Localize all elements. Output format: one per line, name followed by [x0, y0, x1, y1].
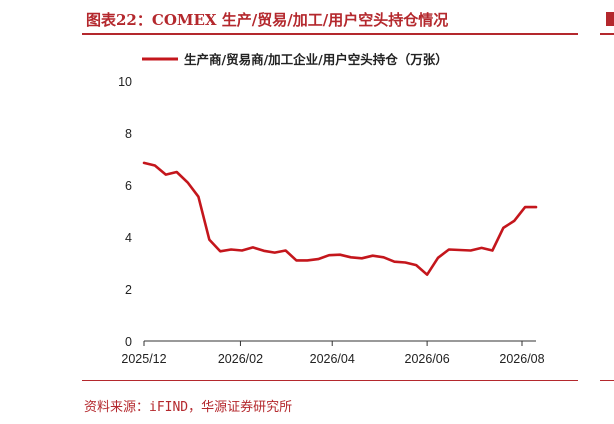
- y-tick-label: 4: [125, 231, 132, 245]
- figure-title-bar: 图表22：COMEX 生产/贸易/加工/用户空头持仓情况: [82, 6, 578, 35]
- source-note: 资料来源：iFIND，华源证券研究所: [84, 400, 293, 415]
- x-tick-label: 2026/04: [310, 352, 355, 366]
- adjacent-figure-edge: [600, 6, 614, 35]
- figure-title: 图表22：COMEX 生产/贸易/加工/用户空头持仓情况: [86, 11, 449, 29]
- chart-legend: 生产商/贸易商/加工企业/用户空头持仓（万张）: [142, 52, 448, 67]
- x-tick-label: 2025/12: [121, 352, 166, 366]
- adjacent-figure-title-marker: [606, 12, 614, 26]
- y-tick-label: 2: [125, 283, 132, 297]
- series-line: [142, 161, 538, 276]
- x-tick-label: 2026/06: [405, 352, 450, 366]
- x-tick-label: 2026/08: [499, 352, 544, 366]
- x-tick-label: 2026/02: [218, 352, 263, 366]
- y-tick-label: 6: [125, 179, 132, 193]
- x-axis: 2025/12 2026/02 2026/04 2026/06 2026/08: [121, 340, 545, 366]
- y-axis: 0 2 4 6 8 10: [118, 75, 132, 349]
- plot-area: [142, 161, 538, 276]
- y-tick-label: 10: [118, 75, 132, 89]
- footer-divider: [82, 380, 578, 381]
- legend-label: 生产商/贸易商/加工企业/用户空头持仓（万张）: [184, 52, 448, 67]
- y-tick-label: 8: [125, 127, 132, 141]
- y-tick-label: 0: [125, 335, 132, 349]
- adjacent-figure-footer-edge: [600, 380, 614, 381]
